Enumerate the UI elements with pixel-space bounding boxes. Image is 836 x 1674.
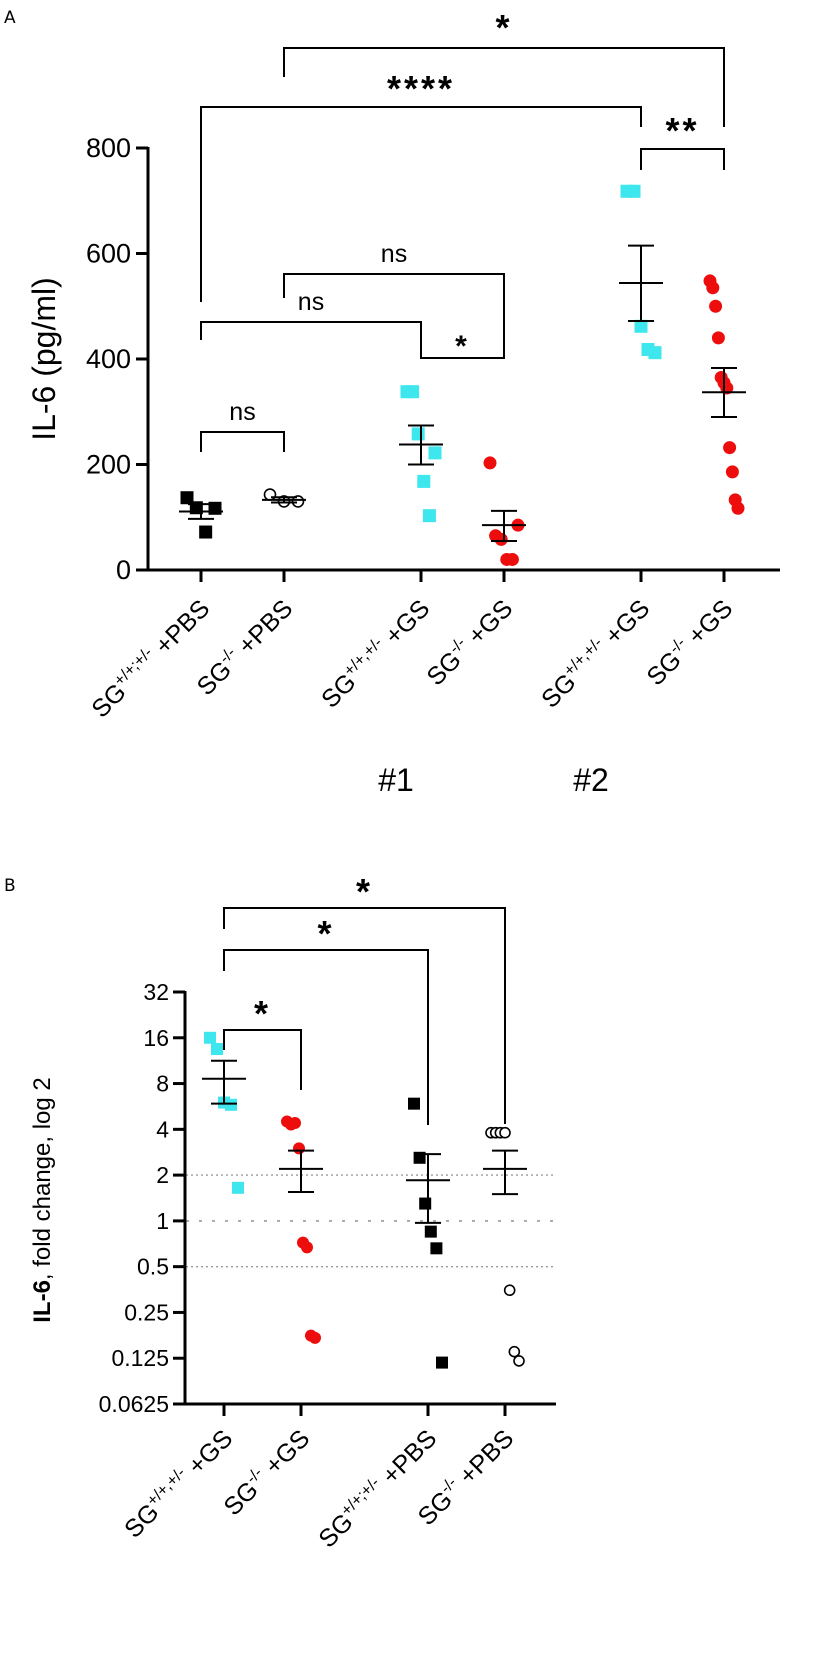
a-data-point: [627, 184, 641, 198]
b-y-tick-label: 4: [156, 1116, 169, 1142]
b-y-tick-label: 0.5: [137, 1254, 169, 1280]
a-group-label-0: SG+/+;+/- +PBS: [86, 594, 216, 724]
b-group-label-2: SG+/+;+/- +PBS: [313, 1424, 443, 1554]
panel-b-label: B: [4, 876, 16, 896]
a-bracket-0-label: ns: [229, 398, 255, 426]
a-bracket-5: [200, 106, 642, 302]
b-bracket-0: [223, 1029, 302, 1090]
b-bracket-2-label: *: [356, 871, 373, 912]
a-bracket-6-label: *: [495, 7, 512, 48]
a-data-point: [417, 474, 431, 488]
a-y-tick-label: 200: [86, 450, 131, 480]
b-data-point: [503, 1284, 516, 1297]
b-data-point: [301, 1241, 313, 1254]
a-group-label-2: SG+/+,+/- +GS: [315, 594, 435, 714]
a-data-point: [199, 525, 213, 539]
a-data-point: [180, 491, 194, 505]
b-data-point: [211, 1042, 223, 1055]
a-bracket-3: [420, 340, 505, 359]
a-group-label-3: SG-/- +GS: [421, 594, 519, 692]
a-bracket-3-label: *: [455, 330, 470, 363]
a-data-point: [709, 299, 723, 313]
a-bracket-0: [200, 431, 285, 452]
b-y-tick-label: 16: [143, 1025, 169, 1051]
a-data-point: [406, 385, 420, 399]
a-data-point: [706, 281, 720, 295]
b-bracket-2: [223, 907, 506, 1124]
a-data-point: [648, 346, 662, 360]
b-bracket-1: [223, 949, 429, 1125]
a-bracket-5-label: ****: [387, 68, 455, 109]
a-bracket-1-label: ns: [298, 288, 324, 316]
a-y-tick-label: 0: [116, 555, 131, 585]
a-data-point: [411, 427, 425, 441]
b-data-point: [309, 1331, 321, 1344]
a-data-point: [711, 331, 725, 345]
b-data-point: [513, 1355, 525, 1367]
a-y-tick-label: 800: [86, 133, 131, 163]
a-group-label-4: SG+/+,+/- +GS: [535, 594, 655, 714]
b-data-point: [408, 1097, 420, 1110]
a-data-point: [723, 441, 737, 455]
b-data-point: [232, 1181, 244, 1194]
b-y-tick-label: 0.0625: [99, 1391, 169, 1417]
b-y-tick-label: 0.125: [111, 1345, 169, 1371]
a-data-point: [731, 501, 745, 515]
b-y-tick-label: 8: [156, 1071, 169, 1097]
a-bracket-2: [283, 273, 505, 340]
a-data-point: [483, 456, 497, 470]
b-data-point: [424, 1225, 437, 1238]
b-data-point: [293, 1142, 305, 1155]
a-data-point: [634, 319, 648, 333]
a-bracket-4-label: **: [665, 110, 699, 151]
a-data-point: [263, 488, 277, 501]
b-data-point: [225, 1098, 237, 1111]
b-data-point: [436, 1356, 448, 1369]
a-data-point: [505, 552, 519, 566]
b-y-tick-label: 1: [156, 1208, 169, 1234]
b-data-point: [430, 1242, 443, 1255]
b-data-point: [289, 1117, 301, 1130]
a-y-tick-label: 600: [86, 239, 131, 269]
panel-a-label: A: [4, 8, 16, 28]
b-y-tick-label: 2: [156, 1162, 169, 1188]
b-group-label-0: SG+/+,+/- +GS: [118, 1424, 238, 1544]
b-bracket-0-label: *: [254, 993, 271, 1034]
a-data-point: [725, 465, 739, 479]
b-data-point: [499, 1126, 511, 1139]
b-y-axis-title: IL-6, fold change, log 2: [29, 1077, 56, 1323]
a-set-label-2: #2: [573, 762, 609, 798]
b-y-tick-label: 0.25: [124, 1299, 169, 1325]
a-data-point: [494, 532, 508, 546]
b-bracket-1-label: *: [317, 913, 334, 954]
a-data-point: [428, 446, 442, 460]
a-data-point: [422, 509, 436, 523]
a-bracket-1: [200, 321, 422, 340]
a-set-label-1: #1: [378, 762, 414, 798]
a-bracket-2-label: ns: [381, 240, 407, 268]
a-group-label-5: SG-/- +GS: [641, 594, 739, 692]
a-data-point: [291, 495, 305, 508]
b-data-point: [419, 1197, 432, 1210]
a-bracket-6: [283, 47, 725, 127]
b-data-point: [204, 1031, 216, 1044]
a-bracket-4: [640, 148, 725, 170]
a-y-axis-title: IL-6 (pg/ml): [26, 277, 62, 441]
b-data-point: [508, 1345, 521, 1358]
a-y-tick-label: 400: [86, 344, 131, 374]
b-y-tick-label: 32: [143, 979, 169, 1005]
